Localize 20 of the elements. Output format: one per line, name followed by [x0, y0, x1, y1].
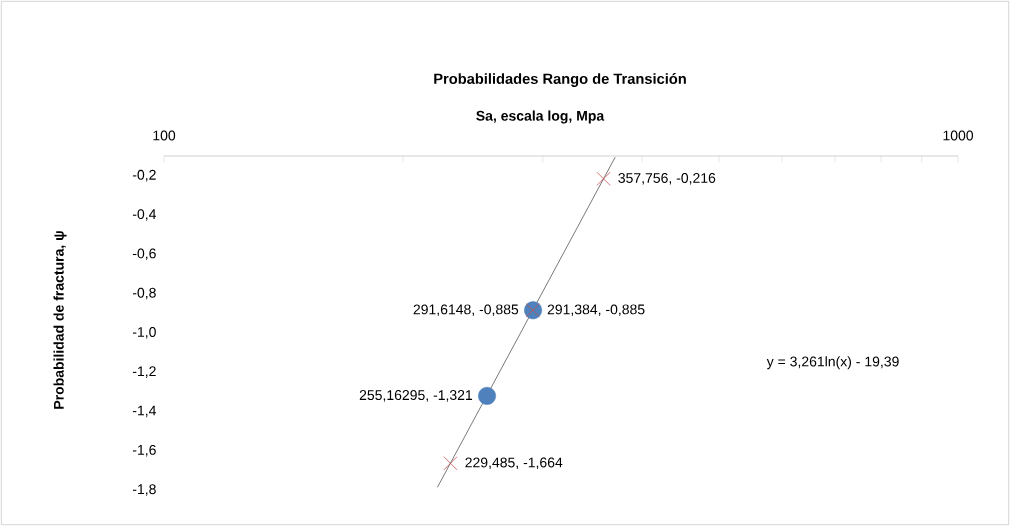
y-tick-label: -0,4	[132, 209, 156, 221]
y-tick-label: -1,4	[132, 405, 156, 418]
x-tick-label: 1000	[943, 130, 974, 141]
y-tick-label: -0,6	[132, 248, 156, 261]
annotation: y = 3,261ln(x) - 19,39	[766, 356, 899, 370]
data-label: 229,485, -1,664	[465, 457, 563, 470]
y-tick-label: -0,8	[132, 287, 156, 300]
y-tick-label: -1,6	[132, 444, 156, 457]
y-axis-title: Probabilidad de fractura, ψ	[53, 231, 67, 409]
data-label: 291,6148, -0,885	[413, 304, 519, 317]
chart-title: Probabilidades Rango de Transición	[434, 73, 686, 87]
data-label: 291,384, -0,885	[547, 304, 645, 317]
y-tick-label: -1,2	[132, 366, 156, 378]
data-label: 357,756, -0,216	[618, 173, 716, 185]
y-tick-label: -1,8	[132, 484, 156, 496]
data-label: 255,16295, -1,321	[359, 390, 473, 402]
y-tick-label: -1,0	[132, 327, 156, 339]
x-axis-title: Sa, escala log, Mpa	[476, 110, 605, 124]
x-tick-label: 100	[153, 130, 176, 141]
y-tick-label: -0,2	[132, 169, 156, 182]
